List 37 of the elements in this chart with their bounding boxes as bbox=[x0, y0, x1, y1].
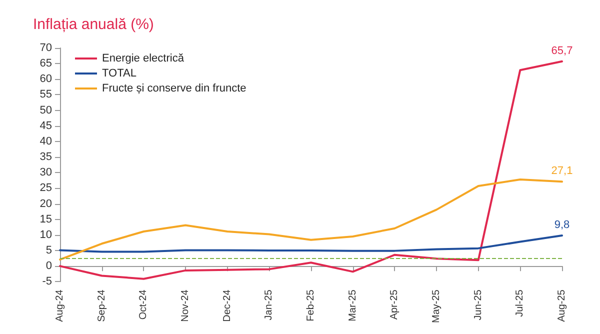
y-tick-label: 45 bbox=[40, 120, 52, 132]
legend-label: TOTAL bbox=[102, 68, 136, 80]
y-tick-label: 30 bbox=[40, 166, 52, 179]
y-tick-label: 50 bbox=[40, 104, 52, 116]
y-tick-label: 10 bbox=[40, 228, 52, 241]
x-tick-label: Jul-25 bbox=[514, 289, 526, 317]
x-tick-label: Aug-25 bbox=[556, 289, 568, 322]
x-tick-label: Sep-24 bbox=[96, 289, 108, 322]
y-tick-label: -5 bbox=[42, 276, 52, 288]
y-tick-label: 40 bbox=[40, 135, 52, 148]
x-tick-label: Mar-25 bbox=[347, 289, 358, 322]
x-tick-label: Dec-24 bbox=[222, 289, 233, 322]
y-tick-label: 55 bbox=[40, 88, 52, 101]
data-label: 9,8 bbox=[554, 219, 570, 232]
x-tick-label: Oct-24 bbox=[138, 289, 150, 320]
y-tick-label: 0 bbox=[46, 260, 52, 272]
x-tick-label: Nov-24 bbox=[180, 289, 191, 322]
y-tick-label: 60 bbox=[40, 73, 52, 86]
data-label: 27,1 bbox=[551, 165, 573, 178]
x-tick-label: Jun-25 bbox=[472, 289, 484, 320]
data-label: 65,7 bbox=[551, 44, 573, 57]
x-tick-label: Jan-25 bbox=[264, 289, 275, 320]
x-tick-label: Apr-25 bbox=[389, 289, 400, 320]
line-series bbox=[59, 234, 563, 253]
x-tick-label: Aug-24 bbox=[54, 289, 66, 322]
y-tick-label: 35 bbox=[40, 151, 52, 164]
y-tick-label: 5 bbox=[46, 244, 52, 256]
y-tick-label: 25 bbox=[40, 182, 52, 194]
y-tick-label: 65 bbox=[40, 58, 52, 70]
legend-label: Fructe și conserve din fruncte bbox=[102, 82, 246, 94]
y-tick-label: 70 bbox=[40, 42, 52, 54]
legend-label: Energie electrică bbox=[102, 52, 185, 64]
chart-title: Inflația anuală (%) bbox=[33, 16, 154, 33]
y-tick-label: 15 bbox=[40, 213, 52, 226]
x-tick-label: May-25 bbox=[431, 289, 442, 324]
x-tick-label: Feb-25 bbox=[306, 289, 316, 322]
y-tick-label: 20 bbox=[40, 198, 52, 210]
